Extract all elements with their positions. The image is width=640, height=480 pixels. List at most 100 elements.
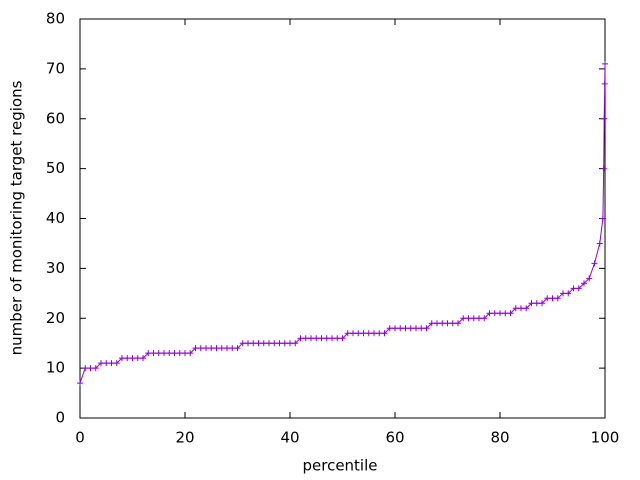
point-marker <box>176 350 183 357</box>
point-marker <box>187 350 194 357</box>
point-marker <box>392 325 398 332</box>
point-marker <box>413 325 419 332</box>
point-marker <box>323 335 330 342</box>
point-marker <box>481 315 488 322</box>
x-axis-label: percentile <box>302 457 377 475</box>
point-marker <box>339 335 346 342</box>
point-marker <box>586 275 593 282</box>
point-marker <box>140 355 146 362</box>
point-marker <box>171 350 178 357</box>
point-marker <box>601 80 608 87</box>
point-marker <box>455 320 461 327</box>
point-marker <box>554 295 561 302</box>
point-marker <box>302 335 309 342</box>
point-marker <box>255 340 262 347</box>
y-tick-label: 40 <box>46 209 65 227</box>
point-marker <box>203 345 209 352</box>
point-marker <box>570 285 577 292</box>
y-tick-label: 50 <box>46 159 65 177</box>
point-marker <box>407 325 414 332</box>
x-tick-label: 60 <box>385 429 404 447</box>
y-tick-label: 60 <box>46 109 65 127</box>
point-marker <box>386 325 393 332</box>
point-marker <box>292 340 299 347</box>
point-marker <box>103 360 110 367</box>
y-tick-label: 10 <box>46 359 65 377</box>
plot-frame <box>79 18 606 419</box>
point-marker <box>124 355 131 362</box>
point-marker <box>239 340 246 347</box>
point-marker <box>77 380 83 387</box>
point-marker <box>523 305 530 312</box>
point-marker <box>528 300 535 307</box>
point-marker <box>491 310 498 317</box>
point-marker <box>434 320 440 327</box>
point-marker <box>565 290 572 297</box>
point-marker <box>418 325 425 332</box>
point-marker <box>497 310 503 317</box>
point-marker <box>444 320 451 327</box>
point-marker <box>234 345 241 352</box>
point-marker <box>591 260 598 267</box>
point-marker <box>397 325 404 332</box>
y-tick-label: 80 <box>46 10 65 28</box>
x-tick-label: 20 <box>175 429 194 447</box>
point-marker <box>602 60 608 67</box>
point-marker <box>218 345 225 352</box>
y-tick-label: 20 <box>46 309 65 327</box>
y-tick-label: 30 <box>46 259 65 277</box>
point-marker <box>355 330 362 337</box>
point-marker <box>423 325 430 332</box>
point-marker <box>539 300 545 307</box>
point-marker <box>486 310 493 317</box>
point-marker <box>518 305 524 312</box>
point-marker <box>113 360 120 367</box>
point-marker <box>600 165 607 172</box>
point-marker <box>166 350 173 357</box>
y-axis-label: number of monitoring target regions <box>8 80 26 355</box>
y-tick-label: 70 <box>46 59 65 77</box>
point-marker <box>449 320 456 327</box>
point-marker <box>350 330 356 337</box>
point-marker <box>129 355 136 362</box>
point-marker <box>428 320 435 327</box>
point-marker <box>470 315 477 322</box>
point-marker <box>155 350 162 357</box>
point-marker <box>376 330 383 337</box>
x-tick-label: 100 <box>591 429 620 447</box>
point-marker <box>119 355 125 362</box>
point-marker <box>92 365 99 372</box>
point-marker <box>544 295 551 302</box>
point-marker <box>439 320 446 327</box>
point-marker <box>260 340 267 347</box>
point-marker <box>161 350 167 357</box>
point-marker <box>266 340 272 347</box>
point-marker <box>276 340 283 347</box>
point-marker <box>318 335 325 342</box>
point-marker <box>560 290 566 297</box>
point-marker <box>402 325 409 332</box>
point-marker <box>360 330 367 337</box>
point-marker <box>308 335 314 342</box>
point-marker <box>281 340 288 347</box>
point-marker <box>197 345 204 352</box>
point-marker <box>329 335 335 342</box>
point-marker <box>596 240 603 247</box>
point-marker <box>533 300 540 307</box>
point-marker <box>465 315 472 322</box>
point-marker <box>134 355 141 362</box>
point-marker <box>344 330 351 337</box>
point-marker <box>512 305 519 312</box>
point-marker <box>581 280 587 287</box>
point-marker <box>271 340 278 347</box>
point-marker <box>182 350 188 357</box>
point-marker <box>575 285 582 292</box>
point-marker <box>287 340 293 347</box>
point-marker <box>601 115 608 122</box>
point-marker <box>297 335 304 342</box>
point-marker <box>224 345 230 352</box>
x-tick-label: 80 <box>490 429 509 447</box>
point-marker <box>599 215 606 222</box>
x-tick-label: 0 <box>75 429 85 447</box>
